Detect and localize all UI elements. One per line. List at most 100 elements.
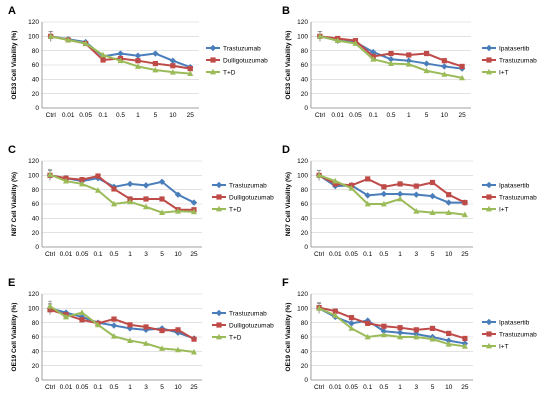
data-point (63, 313, 69, 320)
x-tick-label: 10 (174, 251, 182, 258)
x-tick-label: 10 (169, 112, 177, 119)
data-point (441, 71, 448, 77)
data-point (127, 322, 133, 328)
legend-label: T+D (223, 69, 236, 76)
legend-marker (210, 68, 216, 75)
data-point (461, 211, 468, 218)
legend-label: Dulligotuzumab (229, 194, 274, 201)
y-tick-label: 20 (32, 91, 40, 98)
data-point (159, 327, 165, 334)
data-point (397, 181, 403, 187)
data-point (332, 308, 338, 314)
data-point (446, 330, 452, 337)
data-point (152, 50, 159, 57)
x-tick-label: 25 (461, 251, 469, 258)
data-point (364, 200, 371, 207)
series-i-t (316, 302, 468, 349)
y-axis-label: OE33 Cell Viability (%) (11, 31, 18, 100)
x-tick-label: Ctrl (314, 251, 325, 258)
chart-panel-b: B 0 20 40 60 80 100 120 Ctrl 0.01 0.05 0.1 0.5 1 5 10 25… (282, 5, 537, 119)
y-tick-label: 120 (297, 291, 308, 298)
data-point (111, 200, 117, 207)
data-point (143, 203, 149, 210)
data-point (352, 40, 359, 46)
data-point (79, 309, 85, 316)
chart-panel-a: A 0 20 40 60 80 100 120 Ctrl 0.01 0.05 0.1 0.5 1 5 10 25… (8, 5, 268, 119)
y-tick-label: 0 (304, 244, 308, 251)
data-point (370, 56, 377, 62)
y-axis-label: OE19 Cell Viability (%) (11, 303, 18, 372)
data-point (405, 57, 412, 64)
x-tick-label: 0.05 (76, 384, 89, 391)
panel-label: C (8, 144, 16, 156)
series-trastuzumab (46, 169, 198, 206)
data-point (135, 58, 141, 64)
y-tick-label: 80 (301, 187, 309, 194)
data-point (65, 36, 72, 43)
panel-label: D (282, 144, 290, 156)
data-point (370, 48, 377, 56)
x-tick-label: 5 (431, 251, 435, 258)
data-point (100, 51, 107, 58)
series-line (49, 308, 195, 341)
series-line (49, 174, 194, 211)
y-axis-label: OE33 Cell Viability (%) (285, 31, 292, 100)
panel-label: F (282, 277, 289, 289)
series-i-t (316, 30, 466, 81)
legend-label: I+T (499, 206, 509, 213)
legend-marker (215, 181, 223, 189)
series-line (318, 174, 466, 204)
data-point (191, 348, 197, 355)
data-point (100, 57, 106, 63)
data-point (187, 70, 194, 76)
x-tick-label: 0.5 (116, 112, 125, 119)
chart-panel-c: C 0 20 40 60 80 100 120 Ctrl 0.01 0.05 0.1 0.5 1 3 5 10 2… (8, 144, 274, 258)
x-tick-label: 0.05 (345, 384, 358, 391)
legend-label: Ipatasertib (499, 319, 530, 326)
x-tick-label: 10 (174, 384, 182, 391)
x-tick-label: 1 (128, 251, 132, 258)
series-t-d (47, 30, 194, 76)
x-tick-label: Ctrl (314, 384, 325, 391)
data-point (423, 50, 430, 57)
data-point (413, 333, 420, 340)
series-line (49, 307, 195, 340)
y-tick-label: 60 (32, 334, 40, 341)
y-tick-label: 40 (301, 77, 309, 84)
legend-marker (216, 322, 222, 328)
legend-label: Trastuzumab (499, 331, 537, 338)
legend-marker (216, 205, 222, 212)
y-tick-label: 60 (32, 62, 40, 69)
x-tick-label: 0.1 (369, 112, 378, 119)
y-tick-label: 120 (28, 291, 39, 298)
x-tick-label: 0.05 (349, 112, 362, 119)
series-line (318, 174, 466, 216)
y-tick-label: 40 (32, 349, 40, 356)
panel-label: B (282, 5, 290, 17)
x-tick-label: 10 (445, 384, 453, 391)
x-tick-label: 0.1 (99, 112, 108, 119)
data-point (110, 322, 118, 329)
x-tick-label: 5 (154, 112, 158, 119)
data-point (380, 331, 387, 338)
legend-label: Ipatasertib (499, 45, 530, 52)
series-ipatasertib (315, 302, 469, 347)
data-point (388, 60, 394, 66)
y-tick-label: 0 (304, 377, 308, 384)
data-point (152, 60, 158, 67)
data-point (423, 60, 430, 67)
legend-label: I+T (499, 69, 509, 76)
x-tick-label: 10 (441, 112, 449, 119)
y-tick-label: 40 (301, 216, 309, 223)
y-tick-label: 80 (301, 320, 309, 327)
data-point (316, 305, 323, 311)
data-point (429, 179, 436, 186)
legend-marker (486, 205, 492, 212)
data-point (405, 61, 412, 67)
y-tick-label: 80 (32, 320, 40, 327)
data-point (413, 327, 419, 333)
data-point (413, 191, 420, 198)
data-point (334, 37, 341, 44)
x-tick-label: 0.05 (345, 251, 358, 258)
data-point (158, 178, 166, 185)
